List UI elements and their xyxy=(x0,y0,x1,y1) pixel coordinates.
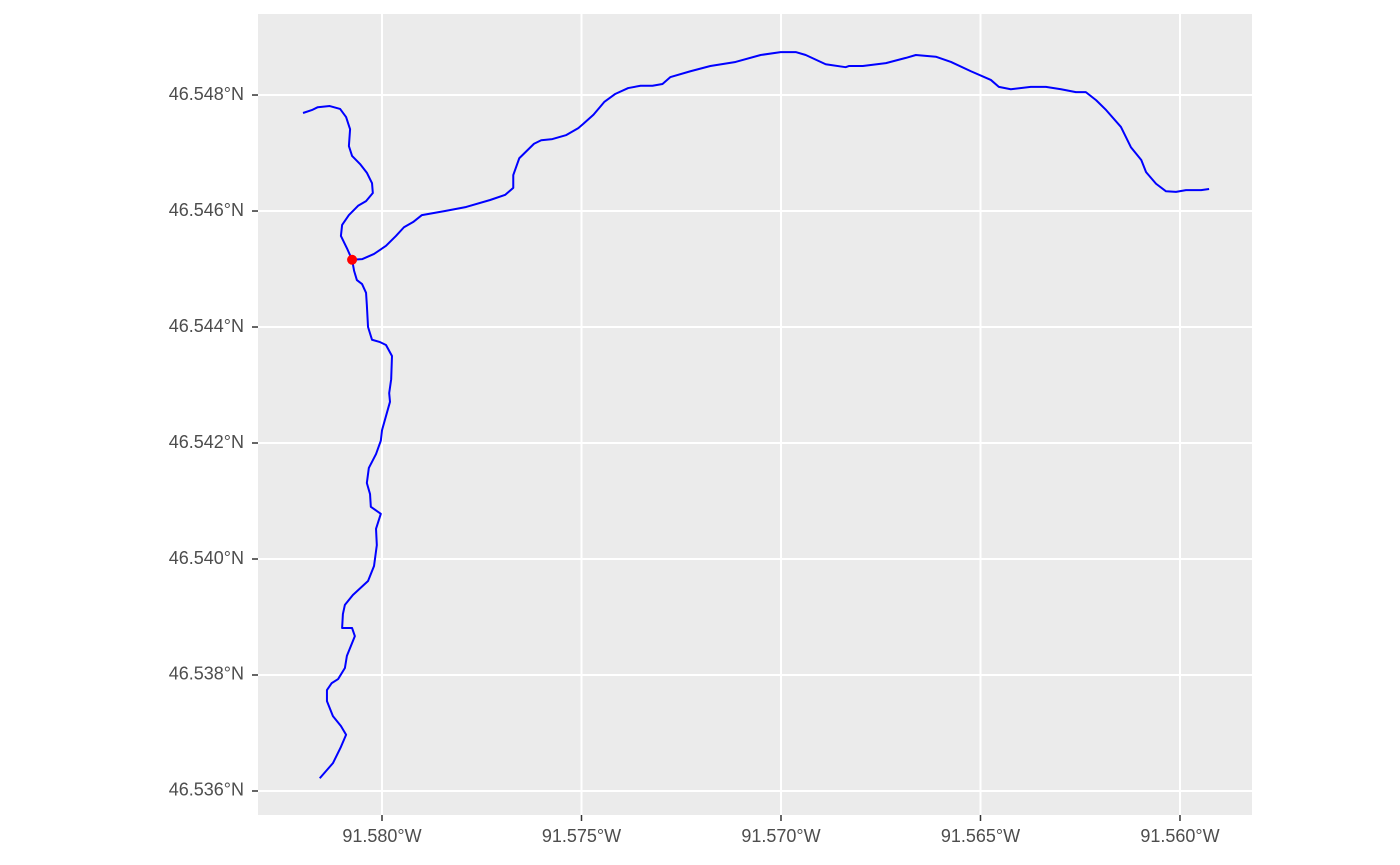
y-tick-label: 46.540°N xyxy=(169,548,244,568)
river-line xyxy=(302,105,393,779)
y-tick-label: 46.536°N xyxy=(169,780,244,800)
y-tick-label: 46.544°N xyxy=(169,316,244,336)
point xyxy=(347,254,358,265)
river-line xyxy=(352,51,1210,261)
x-tick-label: 91.570°W xyxy=(741,826,820,846)
x-tick-label: 91.575°W xyxy=(542,826,621,846)
y-tick-label: 46.548°N xyxy=(169,84,244,104)
y-tick-label: 46.538°N xyxy=(169,664,244,684)
x-tick-label: 91.580°W xyxy=(342,826,421,846)
x-tick-label: 91.565°W xyxy=(941,826,1020,846)
y-tick-label: 46.546°N xyxy=(169,200,244,220)
y-tick-label: 46.542°N xyxy=(169,432,244,452)
x-tick-label: 91.560°W xyxy=(1140,826,1219,846)
panel xyxy=(258,14,1252,815)
